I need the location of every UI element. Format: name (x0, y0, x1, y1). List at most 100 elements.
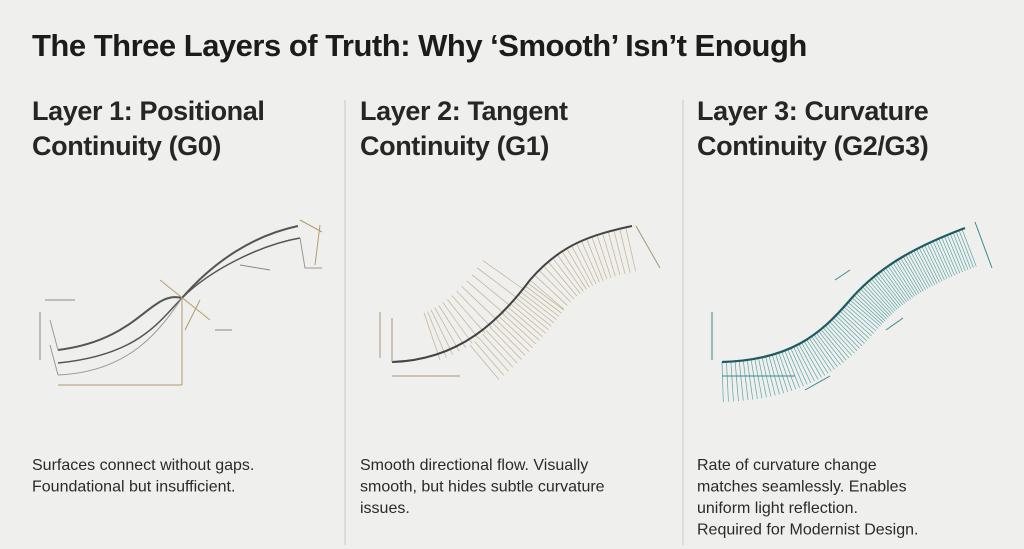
hatch-line (556, 254, 584, 292)
hatch-line (837, 313, 868, 342)
hatch-line (820, 329, 847, 361)
column-description: Surfaces connect without gaps. (32, 457, 254, 474)
g0-illustration (39, 219, 323, 386)
hatch-line (596, 234, 612, 278)
hatch-line (754, 358, 763, 399)
hatch-line (944, 236, 961, 274)
hatch-line (566, 248, 590, 288)
hatch-line (825, 325, 853, 356)
hatch-line (529, 279, 565, 310)
hatch-line (866, 282, 894, 313)
hatch-line (808, 337, 832, 372)
hatch-line (721, 361, 724, 402)
hatch-line (882, 269, 907, 303)
hatch-line (768, 355, 780, 395)
hatch-line (581, 240, 600, 283)
hatch-line (803, 340, 826, 376)
hatch-line (961, 229, 977, 267)
curvature-hatching (721, 229, 977, 402)
hatch-line (474, 341, 505, 376)
hatch-line (513, 300, 549, 330)
hatch-line (941, 237, 958, 275)
column-description: uniform light reflection. (697, 500, 858, 517)
column-description: Smooth directional flow. Visually (360, 457, 588, 474)
hatch-line (508, 307, 543, 338)
hatch-line (873, 276, 900, 309)
hatch-line (571, 245, 594, 286)
hatch-line (890, 264, 913, 298)
hatch-line (607, 231, 621, 276)
hatch-line (795, 345, 815, 382)
hatch-line (862, 286, 891, 316)
g1-illustration (379, 225, 661, 377)
hatch-line (798, 343, 819, 380)
hatch-line (538, 269, 572, 303)
hatch-line (853, 295, 884, 323)
hatch-line (843, 306, 875, 334)
hatch-line (822, 327, 850, 359)
hatch-line (787, 349, 804, 387)
hatch-line (746, 359, 754, 400)
hatch-line (929, 242, 948, 279)
column-description: Foundational but insufficient. (32, 479, 235, 496)
hatch-line (423, 312, 441, 361)
hatch-line (543, 265, 575, 300)
hatch-line (902, 256, 924, 292)
hatch-line (806, 339, 829, 374)
column-heading: Layer 2: Tangent (360, 96, 568, 126)
tangent-hatching (423, 227, 636, 380)
hatch-line (518, 294, 555, 324)
hatch-line (761, 357, 772, 397)
hatch-line (447, 299, 479, 339)
hatch-line (952, 232, 969, 270)
hatch-line (924, 244, 943, 282)
hatch-line (742, 360, 749, 401)
hatch-line (499, 316, 533, 349)
hatch-line (927, 243, 945, 281)
hatch-line (522, 288, 560, 317)
page-title: The Three Layers of Truth: Why ‘Smooth’ … (32, 28, 807, 63)
hatch-line (466, 280, 505, 315)
hatch-line (552, 257, 581, 294)
hatch-line (827, 323, 855, 354)
hatch-line (801, 342, 822, 378)
column-description: Rate of curvature change (697, 457, 877, 474)
hatch-line (486, 330, 518, 364)
hatch-line (489, 326, 522, 360)
hatch-line (916, 249, 936, 285)
hatch-line (730, 361, 734, 402)
column-description: issues. (360, 500, 410, 517)
hatch-line (427, 311, 447, 358)
hatch-line (864, 284, 893, 315)
hatch-line (784, 350, 800, 388)
hatch-line (855, 292, 886, 322)
hatch-line (932, 241, 950, 278)
hatch-line (813, 334, 838, 368)
hatch-line (775, 353, 789, 393)
hatch-line (885, 267, 909, 301)
hatch-line (839, 311, 870, 339)
hatch-line (438, 305, 467, 348)
hatch-line (845, 304, 877, 332)
g2-illustration (711, 221, 993, 391)
hatch-line (625, 227, 636, 272)
hatch-line (818, 330, 844, 363)
hatch-line (908, 253, 929, 289)
column-description: smooth, but hides subtle curvature (360, 479, 605, 496)
column-heading: Continuity (G1) (360, 131, 549, 161)
hatch-line (895, 260, 918, 296)
hatch-line (868, 280, 896, 312)
hatch-line (520, 291, 557, 320)
hatch-line (586, 238, 604, 281)
hatch-line (878, 272, 904, 306)
hatch-line (921, 246, 940, 283)
hatch-line (857, 290, 887, 320)
hatch-line (935, 239, 953, 277)
hatch-line (938, 238, 955, 276)
hatch-line (561, 251, 587, 290)
column-heading: Layer 1: Positional (32, 96, 264, 126)
hatch-line (619, 228, 631, 273)
hatch-line (781, 351, 797, 390)
hatch-line (946, 234, 963, 273)
hatch-line (750, 359, 758, 400)
